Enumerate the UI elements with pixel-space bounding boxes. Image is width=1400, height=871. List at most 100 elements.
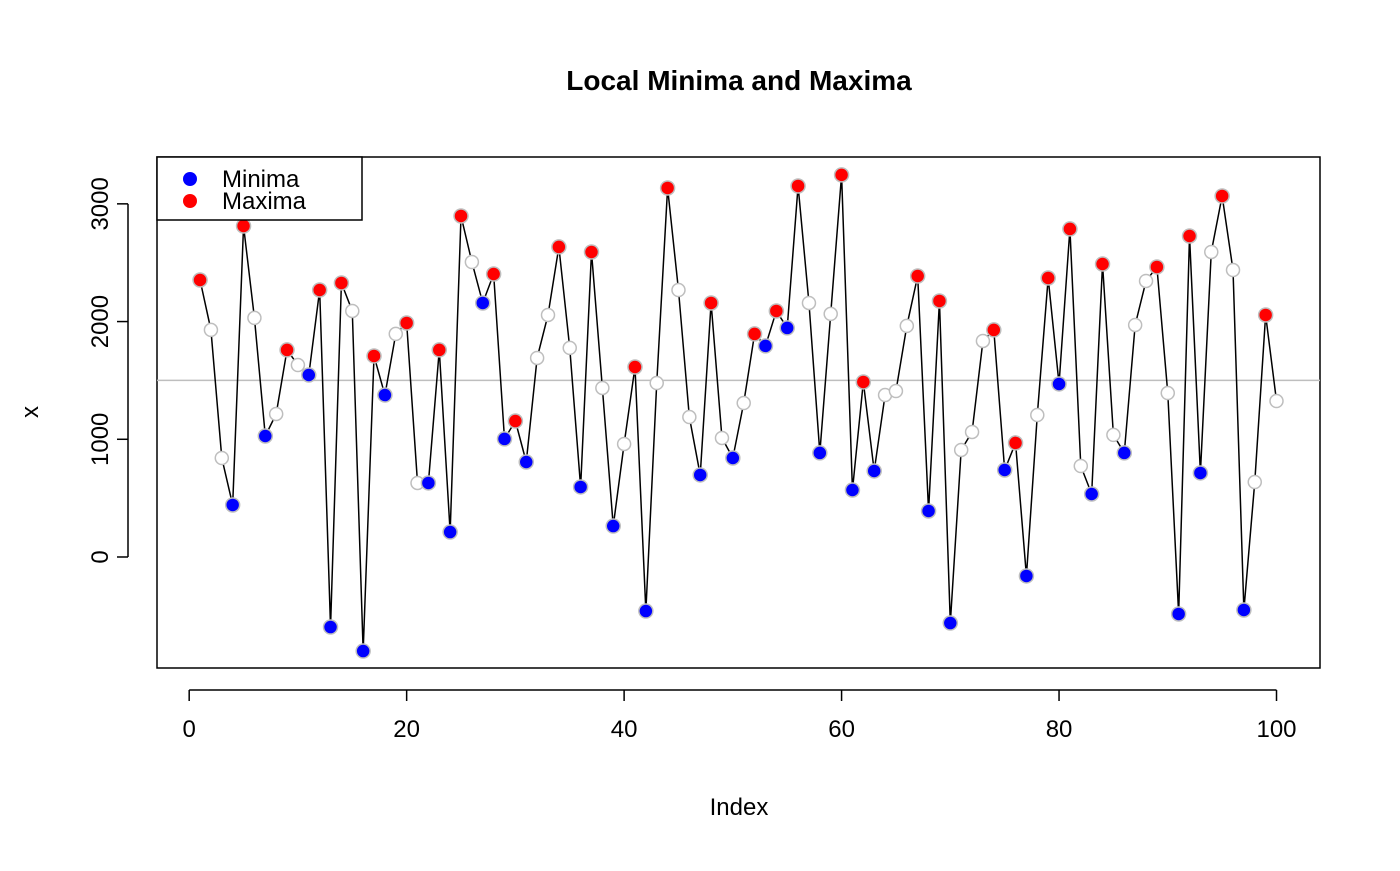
data-point — [1247, 474, 1263, 490]
extremum-point — [1214, 188, 1230, 204]
extremum-point — [398, 315, 415, 331]
extremum-point — [551, 239, 567, 255]
data-point — [464, 254, 480, 270]
extremum-point — [768, 303, 785, 319]
extremum-point — [1170, 606, 1187, 622]
extremum-point — [1040, 270, 1056, 286]
plot-box — [156, 156, 1321, 669]
data-point — [736, 395, 751, 411]
extremum-point — [1116, 445, 1133, 461]
extremum-point — [279, 342, 295, 358]
data-point — [899, 318, 915, 334]
data-point — [1106, 427, 1121, 443]
legend-marker — [183, 194, 197, 208]
extremum-point — [1257, 307, 1274, 323]
extremum-point — [583, 244, 600, 260]
extremum-point — [257, 428, 274, 444]
extremum-point — [757, 338, 774, 354]
y-axis-label: x — [17, 406, 44, 418]
extremum-point — [355, 643, 371, 659]
extremum-point — [833, 167, 850, 183]
extremum-point — [703, 295, 719, 311]
legend-label: Minima — [222, 166, 300, 193]
x-tick-label: 20 — [393, 716, 420, 743]
data-point — [529, 350, 545, 366]
data-point — [1127, 317, 1143, 333]
extremum-point — [1062, 221, 1078, 237]
data-point — [1225, 262, 1241, 278]
x-tick-label: 0 — [183, 716, 196, 743]
extremum-point — [518, 454, 535, 470]
y-tick-label: 2000 — [87, 295, 114, 348]
data-point — [247, 310, 262, 326]
data-point — [268, 406, 284, 422]
x-tick-label: 40 — [611, 716, 638, 743]
extremum-point — [844, 482, 861, 498]
data-point — [562, 340, 577, 356]
data-point — [388, 326, 404, 342]
extremum-point — [812, 445, 828, 461]
data-point — [1138, 273, 1154, 289]
extremum-point — [746, 326, 763, 342]
extremum-point — [692, 467, 708, 483]
extremum-point — [996, 462, 1013, 478]
extremum-point — [224, 497, 241, 513]
extremum-point — [1181, 228, 1198, 244]
data-point — [964, 424, 980, 440]
extremum-point — [1051, 376, 1067, 392]
y-tick-label: 1000 — [87, 413, 114, 466]
extremum-point — [192, 272, 208, 288]
data-point — [953, 442, 969, 458]
data-point — [801, 295, 817, 311]
data-point — [214, 450, 230, 466]
extremum-point — [1094, 256, 1111, 272]
data-point — [540, 307, 556, 323]
extremum-point — [909, 268, 926, 284]
data-point — [714, 430, 730, 446]
extremum-point — [301, 367, 317, 383]
extremum-point — [572, 479, 589, 495]
extremum-point — [322, 619, 339, 635]
extremum-point — [1083, 486, 1100, 502]
x-tick-label: 80 — [1046, 716, 1073, 743]
extremum-point — [725, 450, 741, 466]
extremum-point — [1018, 568, 1035, 584]
extremum-point — [1007, 435, 1024, 451]
chart-title: Local Minima and Maxima — [566, 65, 912, 96]
data-point — [682, 409, 697, 425]
extremum-point — [431, 342, 448, 358]
x-tick-label: 60 — [828, 716, 855, 743]
extremum-point — [855, 374, 872, 390]
extremum-point — [931, 293, 948, 309]
data-point — [345, 303, 360, 319]
extremum-point — [779, 320, 795, 336]
extremum-point — [420, 475, 437, 491]
y-tick-label: 0 — [87, 550, 114, 563]
legend-marker — [183, 172, 197, 186]
x-axis-label: Index — [710, 794, 769, 821]
data-point — [823, 306, 838, 322]
extremum-point — [333, 275, 350, 291]
extremum-point — [485, 266, 502, 282]
legend-label: Maxima — [222, 188, 307, 215]
data-point — [671, 282, 686, 298]
data-point — [290, 357, 306, 373]
extremum-point — [942, 615, 959, 631]
data-point — [649, 375, 664, 391]
extremum-point — [507, 413, 524, 429]
data-point — [1030, 407, 1045, 423]
extremum-point — [1149, 259, 1165, 275]
data-point — [1204, 244, 1219, 260]
extremum-point — [311, 282, 328, 298]
data-point — [203, 322, 219, 338]
extremum-point — [453, 208, 469, 224]
data-line — [199, 174, 1278, 652]
y-tick-label: 3000 — [87, 177, 114, 230]
data-point — [616, 436, 632, 452]
data-point — [1073, 458, 1089, 474]
extremum-point — [235, 218, 252, 234]
legend-box — [156, 156, 363, 221]
extremum-point — [790, 178, 806, 194]
